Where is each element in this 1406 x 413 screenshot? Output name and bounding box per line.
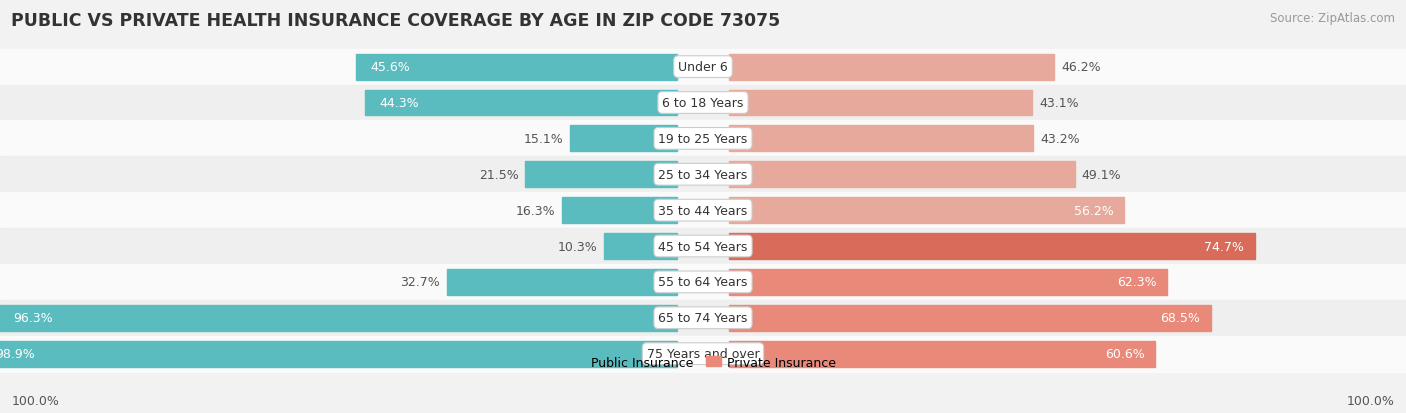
Bar: [730, 198, 1125, 223]
Text: 10.3%: 10.3%: [557, 240, 598, 253]
Bar: [356, 55, 676, 81]
Bar: [0, 341, 676, 367]
Bar: [730, 90, 1032, 116]
Text: 43.1%: 43.1%: [1039, 97, 1078, 110]
Text: Source: ZipAtlas.com: Source: ZipAtlas.com: [1270, 12, 1395, 25]
Bar: [730, 162, 1074, 188]
Bar: [730, 126, 1033, 152]
Bar: [0, 193, 1406, 228]
Bar: [0, 336, 1406, 372]
Bar: [0, 157, 1406, 193]
Text: PUBLIC VS PRIVATE HEALTH INSURANCE COVERAGE BY AGE IN ZIP CODE 73075: PUBLIC VS PRIVATE HEALTH INSURANCE COVER…: [11, 12, 780, 30]
Text: 65 to 74 Years: 65 to 74 Years: [658, 311, 748, 325]
Bar: [0, 300, 1406, 336]
Text: 98.9%: 98.9%: [0, 347, 35, 360]
Text: 100.0%: 100.0%: [11, 394, 59, 407]
Text: 46.2%: 46.2%: [1062, 61, 1101, 74]
Bar: [0, 85, 1406, 121]
Bar: [526, 162, 676, 188]
Bar: [605, 233, 676, 259]
Text: Under 6: Under 6: [678, 61, 728, 74]
Bar: [0, 50, 1406, 85]
Bar: [730, 341, 1156, 367]
Text: 45 to 54 Years: 45 to 54 Years: [658, 240, 748, 253]
Text: 43.2%: 43.2%: [1040, 133, 1080, 145]
Text: 15.1%: 15.1%: [523, 133, 564, 145]
Text: 25 to 34 Years: 25 to 34 Years: [658, 169, 748, 181]
Bar: [562, 198, 676, 223]
Text: 21.5%: 21.5%: [478, 169, 519, 181]
Bar: [571, 126, 676, 152]
Legend: Public Insurance, Private Insurance: Public Insurance, Private Insurance: [569, 356, 837, 369]
Bar: [0, 264, 1406, 300]
Bar: [730, 233, 1254, 259]
Text: 16.3%: 16.3%: [516, 204, 555, 217]
Text: 62.3%: 62.3%: [1118, 276, 1157, 289]
Text: 96.3%: 96.3%: [14, 311, 53, 325]
Text: 56.2%: 56.2%: [1074, 204, 1114, 217]
Text: 35 to 44 Years: 35 to 44 Years: [658, 204, 748, 217]
Text: 75 Years and over: 75 Years and over: [647, 347, 759, 360]
Bar: [730, 305, 1211, 331]
Text: 49.1%: 49.1%: [1081, 169, 1121, 181]
Text: 100.0%: 100.0%: [1347, 394, 1395, 407]
Bar: [366, 90, 676, 116]
Text: 60.6%: 60.6%: [1105, 347, 1144, 360]
Bar: [0, 121, 1406, 157]
Text: 6 to 18 Years: 6 to 18 Years: [662, 97, 744, 110]
Text: 55 to 64 Years: 55 to 64 Years: [658, 276, 748, 289]
Bar: [0, 228, 1406, 264]
Text: 32.7%: 32.7%: [399, 276, 440, 289]
Text: 44.3%: 44.3%: [380, 97, 419, 110]
Bar: [730, 55, 1054, 81]
Text: 45.6%: 45.6%: [370, 61, 411, 74]
Bar: [0, 305, 676, 331]
Bar: [730, 269, 1167, 295]
Text: 19 to 25 Years: 19 to 25 Years: [658, 133, 748, 145]
Text: 68.5%: 68.5%: [1160, 311, 1201, 325]
Text: 74.7%: 74.7%: [1204, 240, 1244, 253]
Bar: [447, 269, 676, 295]
